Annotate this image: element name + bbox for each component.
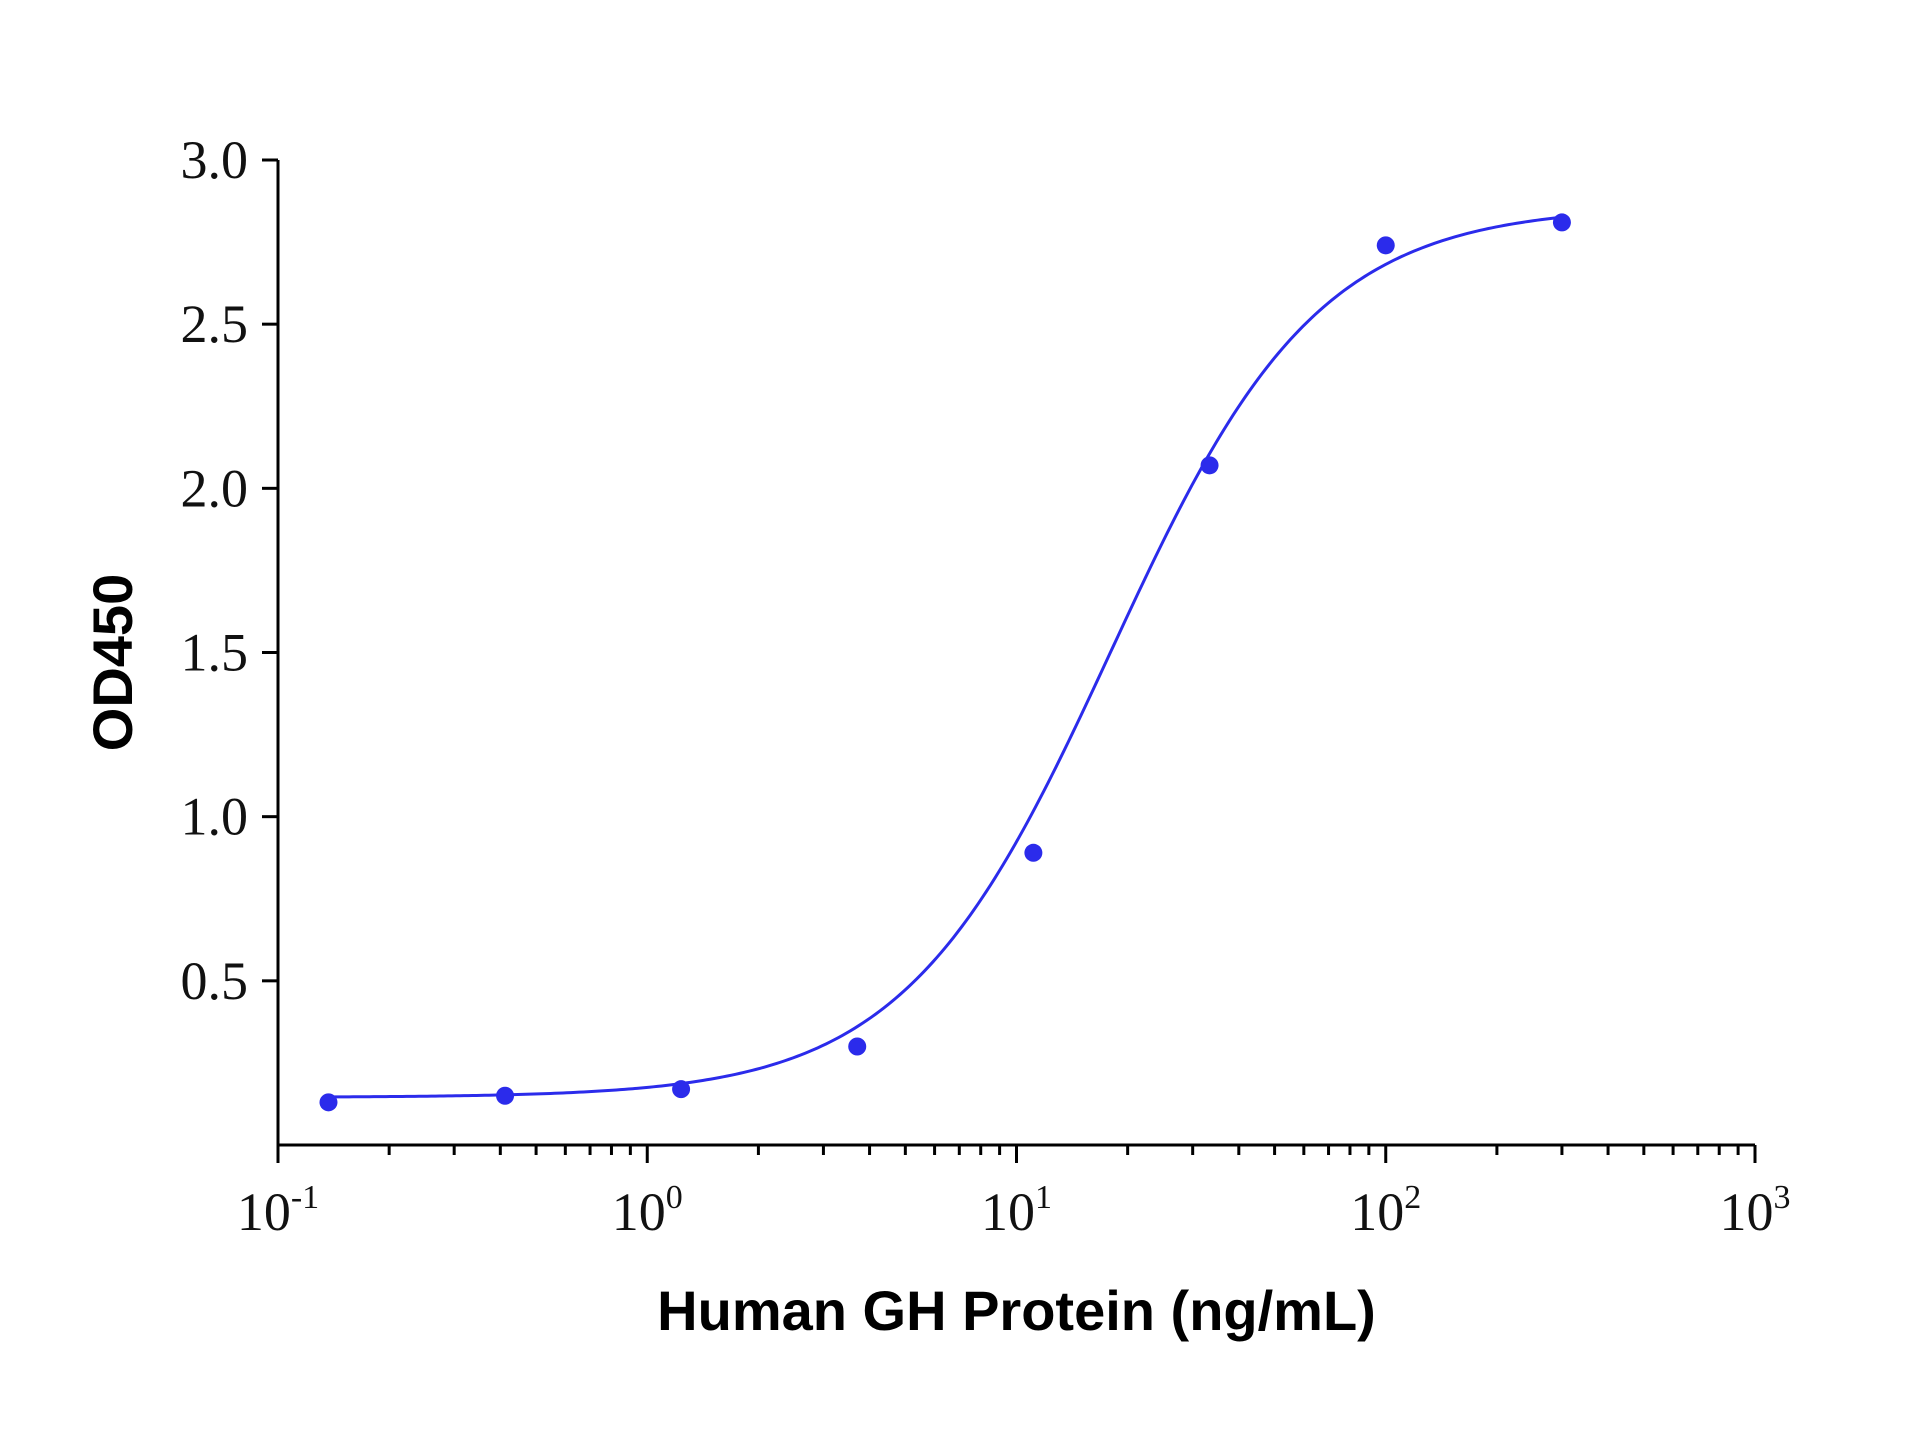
x-tick-exponent: 1 (1035, 1179, 1052, 1216)
x-tick-label: 102 (1350, 1179, 1421, 1242)
x-tick-base: 10 (981, 1182, 1035, 1242)
y-axis-title: OD450 (81, 574, 144, 751)
fit-curve-layer (328, 215, 1563, 1099)
data-point (1024, 843, 1043, 862)
x-tick-base: 10 (1720, 1182, 1774, 1242)
y-tick-label: 1.0 (181, 787, 249, 847)
x-tick-label: 100 (612, 1179, 683, 1242)
x-tick-label: 10-1 (237, 1179, 319, 1242)
data-point (496, 1086, 515, 1105)
data-point (1552, 213, 1571, 232)
fit-curve (328, 215, 1563, 1099)
data-point (1200, 456, 1219, 475)
axes (276, 160, 1755, 1147)
y-tick-label: 2.0 (181, 458, 249, 518)
x-tick-base: 10 (1350, 1182, 1404, 1242)
x-tick-exponent: 0 (666, 1179, 683, 1216)
x-ticks: 10-1 100 101 102 103 (237, 1145, 1791, 1242)
x-tick-exponent: 2 (1404, 1179, 1421, 1216)
data-point (848, 1037, 867, 1056)
x-tick-label: 101 (981, 1179, 1052, 1242)
y-tick-label: 3.0 (181, 130, 249, 190)
y-ticks: 0.5 1.0 1.5 2.0 2.5 3.0 (181, 130, 278, 1011)
x-tick-exponent: -1 (291, 1179, 319, 1216)
x-axis-title: Human GH Protein (ng/mL) (657, 1279, 1376, 1342)
data-point (672, 1080, 691, 1099)
x-tick-label: 103 (1720, 1179, 1791, 1242)
y-tick-label: 1.5 (181, 623, 249, 683)
data-point (319, 1093, 338, 1112)
data-point (1376, 236, 1395, 255)
y-tick-label: 0.5 (181, 951, 249, 1011)
x-tick-base: 10 (612, 1182, 666, 1242)
y-tick-label: 2.5 (181, 294, 249, 354)
data-points (319, 213, 1571, 1112)
x-tick-base: 10 (237, 1182, 291, 1242)
x-tick-exponent: 3 (1774, 1179, 1791, 1216)
